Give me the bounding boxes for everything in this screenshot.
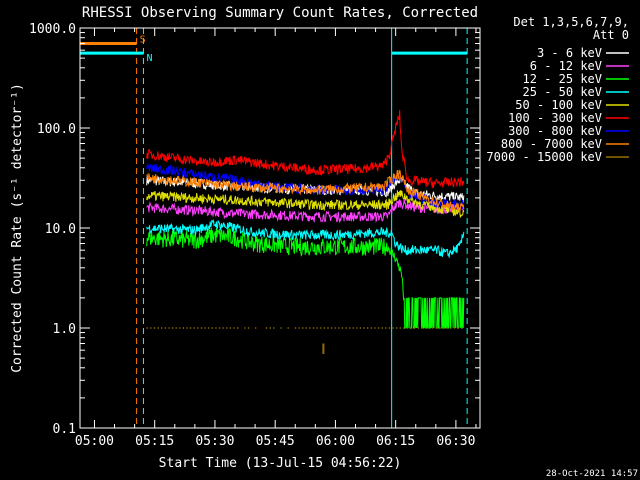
series-100-300-kev [146,110,465,188]
legend-entry-300-800-kev: 300 - 800 keV [508,124,602,138]
y-tick-label: 10.0 [45,222,76,237]
footer-date: 28-Oct-2021 14:57 [546,469,638,479]
x-tick-label: 06:00 [316,434,355,449]
legend-entry-25-50-kev: 25 - 50 keV [523,85,602,99]
y-tick-label: 0.1 [53,422,76,437]
legend-entry-12-25-kev: 12 - 25 keV [523,72,602,86]
x-tick-label: 05:15 [135,434,174,449]
legend-entry-6-12-kev: 6 - 12 keV [530,59,602,73]
legend-header-line-1: Det 1,3,5,6,7,9, [513,15,629,29]
chart-title: RHESSI Observing Summary Count Rates, Co… [82,5,478,21]
y-tick-label: 1000.0 [29,22,76,37]
series-800-7000-kev [146,169,465,214]
y-tick-label: 100.0 [37,122,76,137]
y-axis-label: Corrected Count Rate (s⁻¹ detector⁻¹) [10,83,25,373]
legend-entry-800-7000-kev: 800 - 7000 keV [501,137,602,151]
flag-label-1: N [146,53,152,64]
x-tick-label: 05:30 [195,434,234,449]
y-tick-label: 1.0 [53,322,76,337]
legend-entry-100-300-kev: 100 - 300 keV [508,111,602,125]
legend-entry-50-100-kev: 50 - 100 keV [515,98,602,112]
flag-label-0: S [140,34,146,45]
legend-entry-7000-15000-kev: 7000 - 15000 keV [486,150,602,164]
legend-header-line-2: Att 0 [593,28,629,42]
x-axis-label: Start Time (13-Jul-15 04:56:22) [159,456,402,471]
x-tick-label: 06:15 [376,434,415,449]
legend-entry-3-6-kev: 3 - 6 keV [537,46,602,60]
series-300-800-kev [146,162,465,210]
x-tick-label: 05:45 [256,434,295,449]
x-tick-label: 06:30 [436,434,475,449]
series-25-50-kev [146,218,465,258]
series-6-12-kev [146,198,465,224]
x-tick-label: 05:00 [75,434,114,449]
